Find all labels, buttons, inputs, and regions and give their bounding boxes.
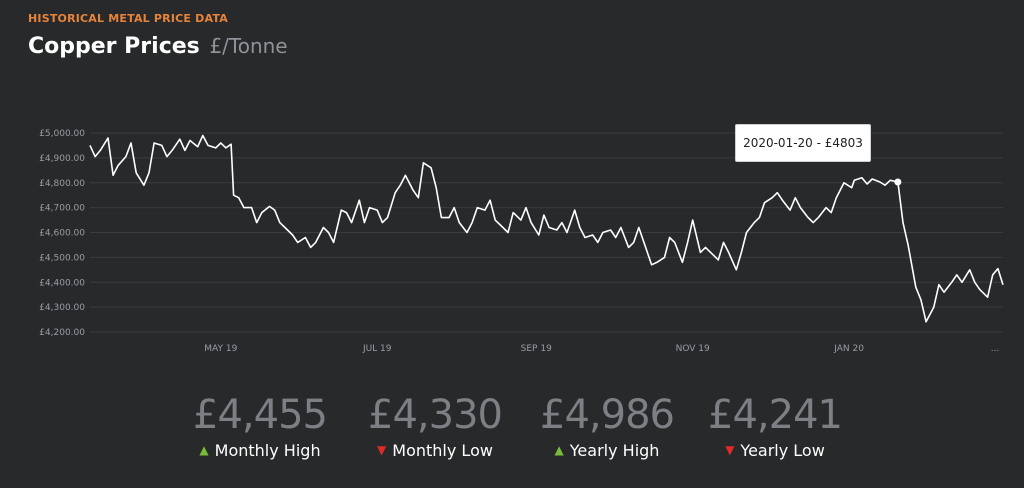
stat-label-row: ▲ Yearly High bbox=[527, 441, 687, 460]
price-tooltip: 2020-01-20 - £4803 bbox=[735, 124, 871, 162]
stat-value: £4,330 bbox=[368, 392, 503, 438]
stat-label: Yearly High bbox=[569, 441, 660, 460]
stat-label-row: ▼ Monthly Low bbox=[355, 441, 515, 460]
stat-label: Monthly Low bbox=[392, 441, 493, 460]
x-tick-label: JAN 20 bbox=[833, 344, 864, 354]
stat-monthly-low: £4,330 ▼ Monthly Low bbox=[355, 392, 515, 460]
x-axis: MAY 19 JUL 19 SEP 19 NOV 19 JAN 20... bbox=[204, 344, 999, 354]
page-title: Copper Prices £/Tonne bbox=[28, 34, 288, 59]
y-tick-label: £4,400.00 bbox=[39, 278, 85, 288]
arrow-down-icon: ▼ bbox=[725, 443, 735, 457]
stat-label-row: ▲ Monthly High bbox=[180, 441, 340, 460]
stat-value: £4,241 bbox=[708, 392, 843, 438]
x-tick-label: MAY 19 bbox=[204, 344, 237, 354]
y-tick-label: £4,800.00 bbox=[39, 179, 85, 189]
y-tick-label: £4,700.00 bbox=[39, 204, 85, 214]
stat-monthly-high: £4,455 ▲ Monthly High bbox=[180, 392, 340, 460]
stat-label-row: ▼ Yearly Low bbox=[695, 441, 855, 460]
x-tick-label: JUL 19 bbox=[362, 344, 392, 354]
x-tick-label: NOV 19 bbox=[676, 344, 710, 354]
chart-kicker: HISTORICAL METAL PRICE DATA bbox=[28, 12, 228, 25]
price-line-chart[interactable]: £4,200.00 £4,300.00 £4,400.00 £4,500.00 £4,6… bbox=[0, 0, 1024, 380]
arrow-down-icon: ▼ bbox=[377, 443, 387, 457]
stat-value: £4,455 bbox=[193, 392, 328, 438]
y-tick-label: £4,300.00 bbox=[39, 303, 85, 313]
y-tick-label: £4,900.00 bbox=[39, 154, 85, 164]
title-text: Copper Prices bbox=[28, 34, 200, 59]
stat-label: Yearly Low bbox=[740, 441, 825, 460]
arrow-up-icon: ▲ bbox=[199, 443, 209, 457]
x-tick-label: SEP 19 bbox=[521, 344, 552, 354]
y-axis: £4,200.00 £4,300.00 £4,400.00 £4,500.00 £4,6… bbox=[39, 129, 85, 338]
y-tick-label: £4,500.00 bbox=[39, 253, 85, 263]
x-tick-label: ... bbox=[991, 344, 1000, 354]
grid-lines bbox=[90, 132, 1003, 333]
highlight-point[interactable] bbox=[894, 178, 902, 186]
y-tick-label: £5,000.00 bbox=[39, 129, 85, 139]
stat-yearly-high: £4,986 ▲ Yearly High bbox=[527, 392, 687, 460]
stat-value: £4,986 bbox=[540, 392, 675, 438]
y-tick-label: £4,600.00 bbox=[39, 229, 85, 239]
arrow-up-icon: ▲ bbox=[554, 443, 564, 457]
title-unit: £/Tonne bbox=[209, 34, 288, 58]
price-series-line[interactable] bbox=[89, 134, 1004, 323]
stat-label: Monthly High bbox=[214, 441, 321, 460]
y-tick-label: £4,200.00 bbox=[39, 328, 85, 338]
stat-yearly-low: £4,241 ▼ Yearly Low bbox=[695, 392, 855, 460]
